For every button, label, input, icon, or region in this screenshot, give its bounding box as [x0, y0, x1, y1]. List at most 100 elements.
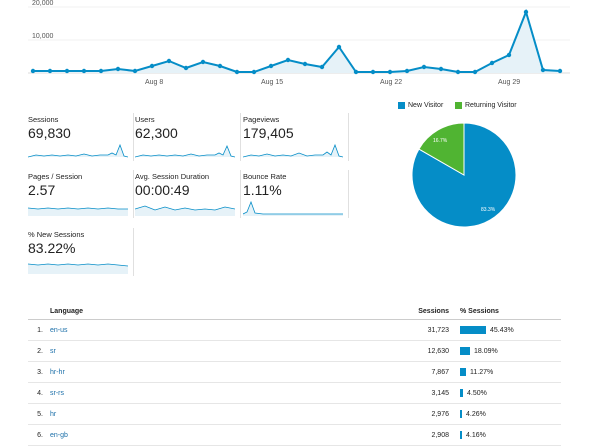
- legend-new-visitor[interactable]: New Visitor: [398, 102, 443, 109]
- legend-returning-visitor[interactable]: Returning Visitor: [455, 102, 517, 109]
- line-point[interactable]: [455, 69, 461, 75]
- metric-bounce-rate[interactable]: Bounce Rate 1.11%: [243, 170, 349, 218]
- pct-bar: [460, 410, 462, 418]
- language-link[interactable]: hr: [50, 410, 57, 418]
- line-point[interactable]: [353, 69, 359, 75]
- pie-slice-returning-visitor[interactable]: [418, 122, 465, 176]
- metric-pageviews[interactable]: Pageviews 179,405: [243, 113, 349, 161]
- legend-label: Returning Visitor: [465, 102, 517, 109]
- language-link[interactable]: hr-hr: [50, 368, 65, 376]
- metric-sessions[interactable]: Sessions 69,830: [28, 113, 134, 161]
- pie-label-new: 83.3%: [481, 207, 496, 213]
- line-point[interactable]: [336, 44, 342, 50]
- metric-label: Avg. Session Duration: [135, 172, 210, 181]
- row-index: 2.: [28, 340, 49, 362]
- line-point[interactable]: [387, 69, 393, 75]
- line-point[interactable]: [166, 58, 172, 64]
- row-index: 6.: [28, 424, 49, 446]
- line-point[interactable]: [285, 57, 291, 63]
- sessions-value: 7,867: [248, 361, 459, 383]
- metric-value: 62,300: [135, 125, 178, 141]
- header-sessions[interactable]: Sessions: [248, 303, 459, 320]
- x-tick-aug29: Aug 29: [498, 79, 520, 86]
- metric-new-sessions[interactable]: % New Sessions 83.22%: [28, 228, 134, 276]
- line-point[interactable]: [489, 60, 495, 66]
- header-pct-sessions[interactable]: % Sessions: [459, 303, 561, 320]
- metric-users[interactable]: Users 62,300: [135, 113, 241, 161]
- metric-label: Sessions: [28, 115, 59, 124]
- sessions-value: 2,908: [248, 424, 459, 446]
- pct-value: 4.16%: [466, 431, 486, 439]
- metric-sparkline: [135, 205, 235, 216]
- table-row: 4. sr-rs 3,145 4.50%: [28, 382, 561, 404]
- pct-bar: [460, 347, 470, 355]
- line-point[interactable]: [557, 68, 563, 74]
- line-point[interactable]: [319, 64, 325, 70]
- line-point[interactable]: [98, 68, 104, 74]
- pct-bar: [460, 368, 466, 376]
- metric-sparkline: [135, 144, 235, 158]
- line-point[interactable]: [183, 65, 189, 71]
- language-link[interactable]: en-gb: [50, 431, 68, 439]
- metric-value: 2.57: [28, 182, 56, 198]
- row-index: 5.: [28, 403, 49, 425]
- line-point[interactable]: [438, 66, 444, 72]
- metric-sparkline: [243, 143, 343, 158]
- line-point[interactable]: [149, 63, 155, 69]
- metric-value: 69,830: [28, 125, 71, 141]
- pct-value: 18.09%: [474, 347, 498, 355]
- line-point[interactable]: [30, 68, 36, 74]
- pct-bar: [460, 326, 486, 334]
- language-link[interactable]: sr: [50, 347, 56, 355]
- sessions-points: [30, 9, 563, 75]
- metric-pages-per-session[interactable]: Pages / Session 2.57: [28, 170, 134, 218]
- table-row: 3. hr-hr 7,867 11.27%: [28, 361, 561, 383]
- metric-avg-session-duration[interactable]: Avg. Session Duration 00:00:49: [135, 170, 241, 218]
- metric-label: % New Sessions: [28, 230, 85, 239]
- language-link[interactable]: sr-rs: [50, 389, 64, 397]
- line-point[interactable]: [64, 68, 70, 74]
- line-point[interactable]: [132, 68, 138, 74]
- table-header-row: Language Sessions % Sessions: [28, 303, 561, 320]
- line-point[interactable]: [506, 52, 512, 58]
- x-tick-aug8: Aug 8: [145, 79, 163, 86]
- header-index: [28, 303, 49, 320]
- line-point[interactable]: [370, 69, 376, 75]
- row-index: 1.: [28, 319, 49, 341]
- line-point[interactable]: [47, 68, 53, 74]
- legend-swatch: [398, 102, 405, 109]
- header-language[interactable]: Language: [49, 303, 248, 320]
- x-tick-aug22: Aug 22: [380, 79, 402, 86]
- sessions-line: [33, 8, 561, 73]
- line-point[interactable]: [251, 69, 257, 75]
- y-tick-10000: 10,000: [32, 33, 54, 40]
- line-point[interactable]: [302, 61, 308, 67]
- language-link[interactable]: en-us: [50, 326, 68, 334]
- sessions-line-chart: 20,000 10,000 Aug 8 Aug 15 Aug 22 Aug 29: [28, 0, 570, 86]
- line-point[interactable]: [472, 69, 478, 75]
- line-point[interactable]: [200, 59, 206, 65]
- metric-label: Bounce Rate: [243, 172, 287, 181]
- line-point[interactable]: [523, 9, 529, 15]
- line-point[interactable]: [217, 63, 223, 69]
- pct-value: 11.27%: [470, 368, 494, 376]
- sessions-value: 12,630: [248, 340, 459, 362]
- metric-label: Pages / Session: [28, 172, 83, 181]
- line-point[interactable]: [404, 68, 410, 74]
- legend-label: New Visitor: [408, 102, 444, 109]
- line-point[interactable]: [115, 66, 121, 72]
- row-index: 4.: [28, 382, 49, 404]
- metric-sparkline: [28, 207, 128, 216]
- y-tick-20000: 20,000: [32, 0, 54, 7]
- line-point[interactable]: [540, 67, 546, 73]
- metric-label: Pageviews: [243, 115, 280, 124]
- line-point[interactable]: [234, 69, 240, 75]
- metric-value: 179,405: [243, 125, 294, 141]
- pie-label-returning: 16.7%: [433, 138, 448, 144]
- line-point[interactable]: [81, 68, 87, 74]
- line-point[interactable]: [421, 64, 427, 70]
- x-tick-aug15: Aug 15: [261, 79, 283, 86]
- line-point[interactable]: [268, 63, 274, 69]
- table-row: 6. en-gb 2,908 4.16%: [28, 424, 561, 446]
- sessions-value: 2,976: [248, 403, 459, 425]
